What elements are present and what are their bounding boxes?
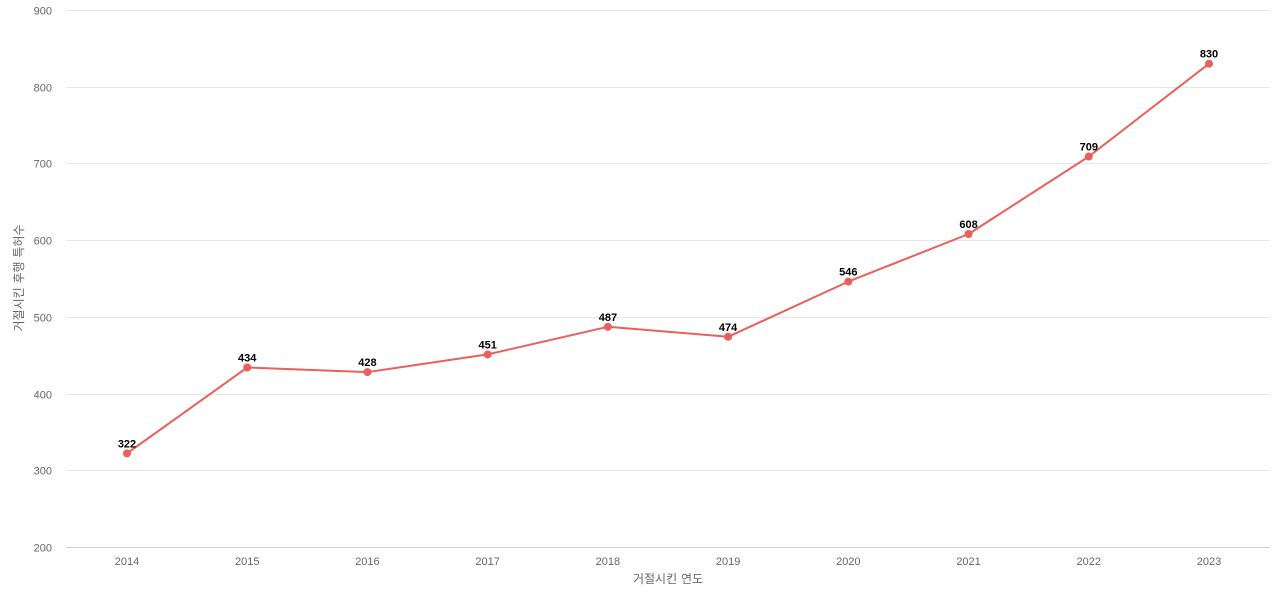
grid-layer <box>66 10 1270 548</box>
x-tick-label: 2023 <box>1197 556 1221 568</box>
y-axis-title: 거절시킨 후행 특허수 <box>11 225 26 332</box>
x-axis-title: 거절시킨 연도 <box>633 572 703 586</box>
y-tick-label: 800 <box>34 83 52 95</box>
x-tick-label: 2022 <box>1077 556 1101 568</box>
data-label: 428 <box>358 357 376 369</box>
y-tick-label: 500 <box>34 313 52 325</box>
data-label: 451 <box>478 339 496 351</box>
data-label: 830 <box>1200 49 1218 61</box>
y-tick-label: 700 <box>34 159 52 171</box>
data-point[interactable] <box>1084 152 1093 161</box>
data-point[interactable] <box>243 363 252 372</box>
x-tick-label: 2019 <box>716 556 740 568</box>
x-tick-label: 2015 <box>235 556 259 568</box>
data-point[interactable] <box>724 332 733 341</box>
series-line <box>126 62 1210 455</box>
data-point[interactable] <box>363 368 372 377</box>
x-tick-label: 2018 <box>596 556 620 568</box>
y-tick-label: 900 <box>34 6 52 18</box>
data-point[interactable] <box>844 277 853 286</box>
x-tick-label: 2017 <box>475 556 499 568</box>
data-label: 608 <box>959 219 977 231</box>
data-point[interactable] <box>483 350 492 359</box>
data-point[interactable] <box>964 230 973 239</box>
data-point[interactable] <box>1205 59 1213 68</box>
y-axis-ticks: 200 300 400 500 600 700 800 900 <box>34 6 52 555</box>
data-label: 487 <box>599 312 617 324</box>
y-tick-label: 200 <box>34 543 52 555</box>
data-labels-layer: 322 434 428 451 487 474 546 608 709 830 <box>118 49 1218 451</box>
x-tick-label: 2020 <box>836 556 860 568</box>
data-label: 322 <box>118 438 136 450</box>
x-tick-label: 2016 <box>355 556 379 568</box>
y-tick-label: 600 <box>34 236 52 248</box>
data-label: 434 <box>238 352 257 364</box>
data-label: 546 <box>839 267 857 279</box>
x-tick-label: 2014 <box>115 556 139 568</box>
data-label: 474 <box>719 322 738 334</box>
data-point[interactable] <box>603 322 612 331</box>
series-layer <box>123 59 1213 458</box>
x-tick-label: 2021 <box>956 556 980 568</box>
data-label: 709 <box>1080 142 1098 154</box>
data-point[interactable] <box>123 449 131 458</box>
y-tick-label: 300 <box>34 466 52 478</box>
y-tick-label: 400 <box>34 390 52 402</box>
x-axis-ticks: 2014 2015 2016 2017 2018 2019 2020 2021 2022 2023 <box>115 556 1221 568</box>
